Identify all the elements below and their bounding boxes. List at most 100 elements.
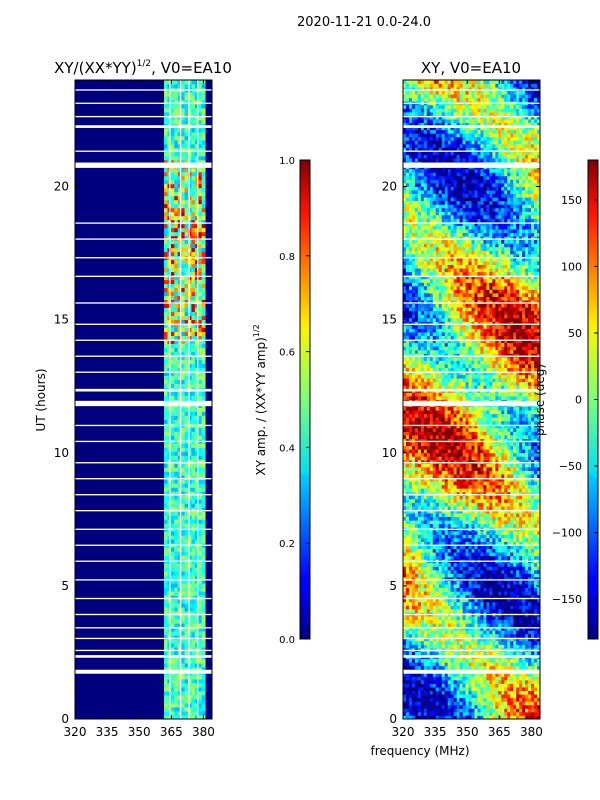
phase-cell bbox=[435, 523, 440, 528]
phase-cell bbox=[489, 701, 493, 706]
phase-cell bbox=[525, 704, 529, 709]
phase-cell bbox=[528, 502, 532, 507]
phase-cell bbox=[471, 708, 475, 713]
phase-cell bbox=[435, 715, 440, 719]
phase-cell bbox=[432, 694, 437, 699]
amplitude-cell bbox=[184, 231, 189, 237]
phase-cell bbox=[483, 569, 487, 574]
phase-cell bbox=[486, 601, 490, 606]
phase-cell bbox=[411, 715, 416, 719]
colorbar-tick-label: 1.0 bbox=[279, 156, 295, 167]
phase-cell bbox=[426, 502, 431, 507]
amplitude-cell bbox=[201, 287, 206, 293]
amplitude-cell bbox=[184, 99, 189, 105]
amplitude-cell bbox=[164, 475, 168, 480]
amplitude-cell bbox=[191, 327, 196, 332]
amplitude-cell bbox=[181, 203, 186, 209]
amplitude-cell bbox=[164, 467, 168, 472]
phase-cell bbox=[501, 591, 505, 596]
phase-cell bbox=[513, 530, 517, 535]
phase-cell bbox=[408, 637, 413, 642]
phase-cell bbox=[411, 541, 416, 546]
amplitude-cell bbox=[177, 531, 182, 536]
phase-cell bbox=[483, 530, 487, 535]
phase-cell bbox=[492, 552, 496, 557]
phase-cell bbox=[510, 545, 514, 549]
phase-cell bbox=[456, 665, 460, 670]
amplitude-cell bbox=[164, 695, 168, 700]
phase-cell bbox=[426, 672, 431, 677]
phase-cell bbox=[483, 594, 487, 599]
amplitude-cell bbox=[164, 363, 168, 368]
amplitude-cell bbox=[184, 267, 189, 273]
phase-cell bbox=[489, 587, 493, 592]
amplitude-cell bbox=[170, 143, 175, 149]
amplitude-cell bbox=[194, 227, 199, 233]
phase-cell bbox=[516, 562, 520, 567]
amplitude-cell bbox=[194, 187, 199, 193]
amplitude-cell bbox=[201, 107, 206, 113]
phase-cell bbox=[474, 523, 478, 528]
phase-cell bbox=[414, 555, 419, 560]
phase-cell bbox=[480, 715, 484, 719]
amplitude-cell bbox=[188, 463, 192, 468]
phase-cell bbox=[504, 598, 508, 603]
phase-cell bbox=[462, 534, 466, 539]
phase-cell bbox=[477, 545, 481, 549]
amplitude-cell bbox=[184, 119, 189, 125]
phase-cell bbox=[471, 491, 475, 496]
phase-cell bbox=[414, 537, 419, 542]
amplitude-cell bbox=[164, 663, 168, 668]
phase-cell bbox=[480, 605, 484, 610]
phase-cell bbox=[510, 598, 514, 603]
phase-cell bbox=[429, 580, 434, 585]
phase-cell bbox=[462, 601, 466, 606]
phase-cell bbox=[495, 509, 499, 514]
phase-cell bbox=[474, 594, 478, 599]
amplitude-cell bbox=[184, 523, 189, 528]
phase-cell bbox=[477, 640, 481, 645]
amplitude-cell bbox=[201, 687, 206, 692]
amplitude-cell bbox=[198, 547, 203, 552]
phase-cell bbox=[444, 516, 449, 521]
phase-cell bbox=[453, 491, 458, 496]
amplitude-cell bbox=[184, 223, 189, 229]
phase-cell bbox=[525, 520, 529, 525]
amplitude-cell bbox=[194, 359, 199, 364]
amplitude-cell bbox=[164, 635, 168, 640]
phase-cell bbox=[426, 690, 431, 695]
amplitude-cell bbox=[170, 575, 175, 580]
phase-cell bbox=[477, 626, 481, 631]
phase-cell bbox=[486, 694, 490, 699]
phase-cell bbox=[528, 520, 532, 525]
amplitude-cell bbox=[174, 703, 179, 708]
amplitude-cell bbox=[194, 391, 199, 396]
amplitude-cell bbox=[174, 251, 179, 257]
amplitude-cell bbox=[174, 307, 179, 313]
phase-cell bbox=[507, 530, 511, 535]
phase-cell bbox=[528, 516, 532, 521]
phase-cell bbox=[432, 676, 437, 681]
phase-cell bbox=[498, 630, 502, 635]
phase-cell bbox=[432, 633, 437, 638]
phase-cell bbox=[501, 633, 505, 638]
phase-cell bbox=[465, 640, 469, 645]
amplitude-cell bbox=[188, 679, 192, 684]
amplitude-cell bbox=[184, 215, 189, 221]
phase-cell bbox=[465, 530, 469, 535]
phase-cell bbox=[408, 683, 413, 688]
phase-cell bbox=[447, 552, 452, 557]
phase-cell bbox=[411, 566, 416, 571]
amplitude-cell bbox=[191, 323, 196, 329]
phase-cell bbox=[525, 701, 529, 706]
amplitude-cell bbox=[184, 143, 189, 149]
phase-cell bbox=[477, 488, 481, 493]
phase-cell bbox=[501, 545, 505, 549]
phase-cell bbox=[438, 623, 443, 628]
amplitude-cell bbox=[188, 83, 192, 89]
phase-cell bbox=[403, 506, 407, 510]
phase-cell bbox=[423, 488, 428, 493]
amplitude-cell bbox=[191, 703, 196, 708]
phase-cell bbox=[528, 605, 532, 610]
phase-cell bbox=[477, 502, 481, 507]
